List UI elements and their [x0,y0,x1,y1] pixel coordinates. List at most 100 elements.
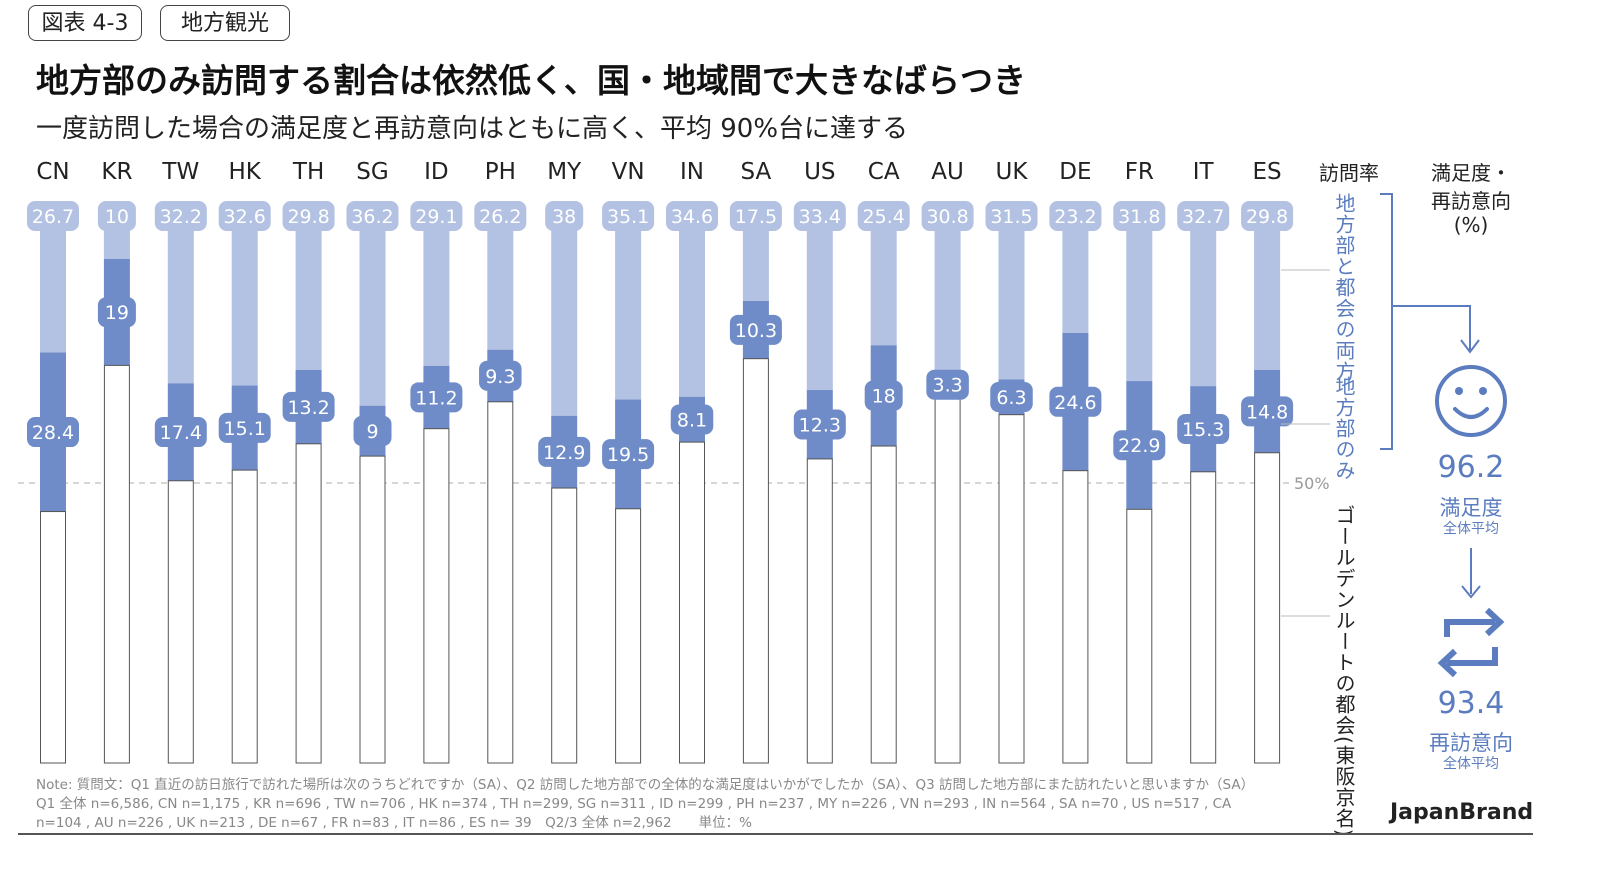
data-label-both-uk-text: 31.5 [990,206,1032,228]
data-label-rural-only-id: 11.2 [410,382,463,413]
category-label-it: IT [1193,159,1215,185]
category-label-ca: CA [868,159,900,185]
data-label-rural-only-us-pill [793,409,846,440]
data-label-both-tw: 32.2 [154,201,207,231]
category-label-hk: HK [229,159,262,185]
bar-both-in [679,203,705,397]
data-label-rural-only-tw: 17.4 [154,417,207,448]
bracket-arrow-line [1392,305,1471,350]
bar-golden-route-fr [1126,508,1153,764]
down-arrowhead [1461,585,1481,599]
category-label-us: US [804,159,835,185]
legend-label-both: 地方部と都会の両方 [1332,193,1356,382]
data-label-rural-only-de-pill [1049,386,1102,417]
bar-golden-route-ca [870,445,897,764]
data-label-both-fr-pill [1113,201,1166,231]
repeat-bottom-line [1447,647,1498,666]
data-label-both-es-pill [1241,201,1294,231]
data-label-both-in: 34.6 [666,201,718,231]
category-label-de: DE [1059,159,1091,185]
reference-line-label: 50% [1294,474,1330,493]
data-label-both-ph: 26.2 [474,201,527,231]
category-label-in: IN [680,159,704,185]
data-label-both-ca-text: 25.4 [863,206,905,228]
data-label-rural-only-sg: 9 [353,415,392,446]
data-label-rural-only-au-pill [926,369,969,400]
data-label-rural-only-cn: 28.4 [27,417,79,448]
data-label-rural-only-vn: 19.5 [602,439,655,470]
data-label-rural-only-my-pill [538,436,591,467]
category-label-th: TH [292,159,324,185]
data-label-both-us: 33.4 [793,201,846,231]
data-label-rural-only-ph-pill [479,360,522,391]
bar-golden-route-uk [998,414,1025,764]
page-title: 地方部のみ訪問する割合は依然低く、国・地域間で大きなばらつき [36,61,1026,100]
bar-golden-route-it [1190,471,1217,764]
data-label-both-id: 29.1 [410,201,463,231]
repeat-top-line [1444,619,1495,637]
data-label-rural-only-tw-pill [154,417,207,448]
bar-golden-route-hk [231,469,258,764]
data-label-both-vn-text: 35.1 [607,206,649,228]
bars-layer [40,203,1281,764]
data-label-both-ca-pill [857,201,910,231]
bar-golden-route-sg [359,455,386,764]
data-label-rural-only-my: 12.9 [538,436,591,467]
data-label-both-in-pill [666,201,718,231]
category-label-cn: CN [36,159,69,185]
category-label-uk: UK [996,159,1029,185]
bracket-arrowhead [1460,339,1480,354]
bar-golden-route-es [1254,452,1281,764]
data-label-rural-only-th: 13.2 [282,391,335,422]
data-label-rural-only-sa-text: 10.3 [735,320,777,342]
data-label-both-my-text: 38 [552,206,576,228]
data-label-both-sa-pill [729,201,782,231]
data-label-rural-only-fr-text: 22.9 [1118,435,1160,457]
bar-golden-route-th [295,443,322,764]
data-label-both-sa-text: 17.5 [735,206,777,228]
data-label-rural-only-de-text: 24.6 [1054,392,1096,414]
data-label-rural-only-sa: 10.3 [729,314,782,345]
data-label-rural-only-in-text: 8.1 [677,409,707,431]
data-label-both-de-pill [1049,201,1102,231]
data-label-both-hk-pill [218,201,271,231]
data-label-rural-only-ca-text: 18 [872,386,896,408]
labels-layer: CN 26.7 28.4 KR 10 19 TW 32.2 17.4 HK 32.6 15.1 TH 29… [27,159,1294,470]
category-label-ph: PH [485,159,516,185]
data-label-both-id-text: 29.1 [415,206,457,228]
data-label-rural-only-in-pill [670,404,714,435]
data-label-both-cn-text: 26.7 [32,206,74,228]
data-label-rural-only-it: 15.3 [1177,413,1230,444]
data-label-rural-only-kr-pill [97,297,136,328]
data-label-both-vn: 35.1 [602,201,655,231]
bar-both-us [806,203,833,391]
data-label-rural-only-kr-text: 19 [105,302,129,324]
data-label-rural-only-de: 24.6 [1049,386,1102,417]
data-label-rural-only-vn-pill [602,439,655,470]
data-label-rural-only-cn-pill [27,417,79,448]
bar-both-au [934,203,961,376]
data-label-both-es-text: 29.8 [1246,206,1288,228]
data-label-both-uk-pill [985,201,1038,231]
category-label-fr: FR [1125,159,1154,185]
bar-both-it [1190,203,1217,387]
data-label-both-sg-pill [346,201,399,231]
bar-golden-route-my [551,487,578,764]
category-label-sg: SG [356,159,388,185]
data-label-rural-only-th-pill [282,391,335,422]
data-label-rural-only-sg-text: 9 [366,421,378,443]
category-label-vn: VN [612,159,645,185]
data-label-both-es: 29.8 [1241,201,1294,231]
bar-both-hk [231,203,258,386]
data-label-rural-only-ca-pill [864,380,903,411]
data-label-both-cn: 26.7 [27,201,79,231]
data-label-both-ca: 25.4 [857,201,910,231]
category-label-au: AU [931,159,964,185]
data-label-both-my: 38 [545,201,584,231]
data-label-both-kr-text: 10 [105,206,129,228]
data-label-both-kr: 10 [97,201,136,231]
data-label-both-us-pill [793,201,846,231]
data-label-rural-only-ca: 18 [864,380,903,411]
data-label-both-sa: 17.5 [729,201,782,231]
legend-label-rural-only: 地方部のみ [1332,376,1356,481]
